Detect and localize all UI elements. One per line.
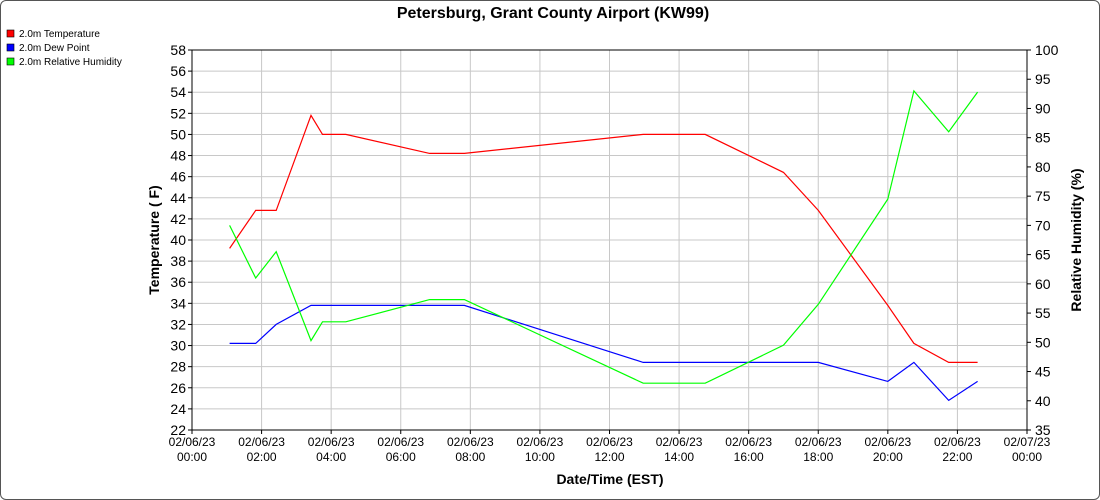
series-group [229,89,979,402]
y2-tick-label: 85 [1035,130,1051,146]
y-tick-label: 56 [170,63,186,79]
x-tick-label: 02/06/23 20:00 [864,435,911,464]
y2-axis-label: Relative Humidity (%) [1068,168,1084,311]
y-tick-label: 44 [170,190,186,206]
x-tick-date: 02/06/23 [795,435,842,449]
y2-tick-label: 100 [1035,42,1059,58]
x-tick-label: 02/06/23 08:00 [447,435,494,464]
y2-tick-label: 55 [1035,305,1051,321]
y-tick-label: 42 [170,211,186,227]
x-tick-date: 02/06/23 [934,435,981,449]
x-tick-label: 02/06/23 02:00 [238,435,285,464]
x-tick-date: 02/06/23 [725,435,772,449]
y-tick-label: 30 [170,338,186,354]
y2-tick-label: 95 [1035,71,1051,87]
y-tick-label: 48 [170,148,186,164]
x-tick-time: 04:00 [316,450,346,464]
y2-tick-label: 35 [1035,422,1051,438]
x-tick-label: 02/06/23 00:00 [169,435,216,464]
y2-tick-label: 60 [1035,276,1051,292]
x-tick-label: 02/06/23 14:00 [656,435,703,464]
x-tick-date: 02/06/23 [377,435,424,449]
y-axis-label: Temperature ( F) [146,185,162,294]
x-tick-time: 20:00 [873,450,903,464]
x-tick-date: 02/06/23 [238,435,285,449]
y2-tick-label: 90 [1035,100,1051,116]
y-tick-label: 28 [170,359,186,375]
series-line-dew-point [229,304,978,402]
y2-tick-label: 75 [1035,188,1051,204]
x-tick-label: 02/07/23 00:00 [1004,435,1051,464]
legend-swatch [6,29,15,38]
x-tick-label: 02/06/23 06:00 [377,435,424,464]
y-tick-label: 32 [170,316,186,332]
series-line-temperature [229,114,978,363]
x-tick-time: 22:00 [942,450,972,464]
y2-tick-label: 50 [1035,334,1051,350]
x-tick-date: 02/07/23 [1004,435,1051,449]
y-tick-label: 54 [170,84,186,100]
x-axis-label: Date/Time (EST) [556,471,663,487]
x-tick-time: 10:00 [525,450,555,464]
x-tick-time: 14:00 [664,450,694,464]
y-tick-label: 36 [170,274,186,290]
x-tick-label: 02/06/23 04:00 [308,435,355,464]
x-tick-date: 02/06/23 [308,435,355,449]
y-tick-label: 26 [170,380,186,396]
y-tick-label: 38 [170,253,186,269]
x-tick-time: 08:00 [455,450,485,464]
x-tick-time: 12:00 [594,450,624,464]
series-line-relative-humidity [229,89,979,384]
legend-swatch [6,43,15,52]
x-tick-date: 02/06/23 [169,435,216,449]
legend: 2.0m Temperature 2.0m Dew Point 2.0m Relat… [6,29,122,68]
x-tick-label: 02/06/23 18:00 [795,435,842,464]
y-axis-left: 22 24 26 28 30 32 34 36 38 40 42 44 46 48 50 52 54 56 58 [170,42,192,438]
y-tick-label: 40 [170,232,186,248]
x-tick-date: 02/06/23 [586,435,633,449]
x-tick-label: 02/06/23 22:00 [934,435,981,464]
x-tick-label: 02/06/23 12:00 [586,435,633,464]
y2-tick-label: 65 [1035,247,1051,263]
chart-title: Petersburg, Grant County Airport (KW99) [397,5,709,22]
x-tick-time: 00:00 [1012,450,1042,464]
legend-entry: 2.0m Temperature [19,29,100,40]
y-tick-label: 34 [170,295,186,311]
x-tick-date: 02/06/23 [447,435,494,449]
y-tick-label: 46 [170,169,186,185]
grid [191,49,1028,431]
x-tick-time: 18:00 [803,450,833,464]
x-tick-time: 00:00 [177,450,207,464]
x-tick-date: 02/06/23 [656,435,703,449]
x-tick-date: 02/06/23 [517,435,564,449]
y-tick-label: 58 [170,42,186,58]
y-tick-label: 24 [170,401,186,417]
y-tick-label: 22 [170,422,186,438]
y-axis-right: 35 40 45 50 55 60 65 70 75 80 85 90 95 100 [1027,42,1059,438]
legend-entry: 2.0m Dew Point [19,43,90,54]
y-tick-label: 52 [170,105,186,121]
y2-tick-label: 70 [1035,217,1051,233]
x-tick-label: 02/06/23 16:00 [725,435,772,464]
y2-tick-label: 40 [1035,393,1051,409]
y-tick-label: 50 [170,126,186,142]
x-tick-label: 02/06/23 10:00 [517,435,564,464]
x-tick-time: 06:00 [386,450,416,464]
y2-tick-label: 45 [1035,364,1051,380]
x-tick-time: 16:00 [734,450,764,464]
y2-tick-label: 80 [1035,159,1051,175]
legend-swatch [6,57,15,66]
x-tick-time: 02:00 [247,450,277,464]
legend-entry: 2.0m Relative Humidity [19,57,122,68]
x-tick-date: 02/06/23 [864,435,911,449]
